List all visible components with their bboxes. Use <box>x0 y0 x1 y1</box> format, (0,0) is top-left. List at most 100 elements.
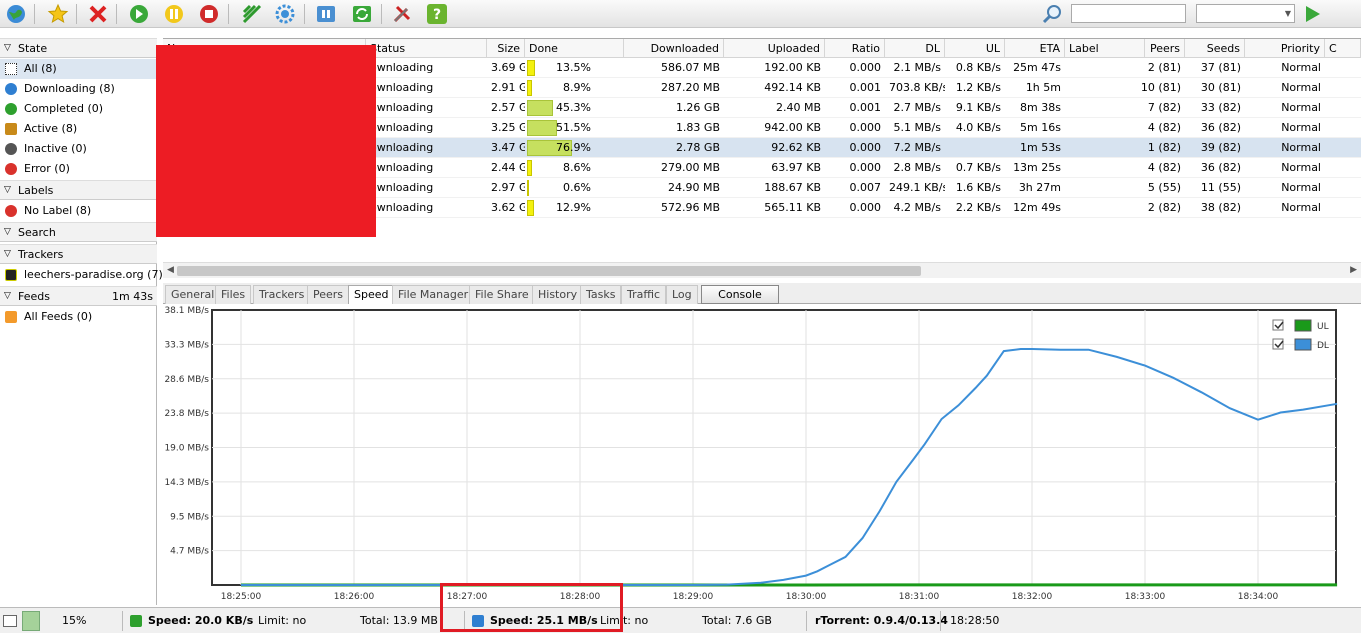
x-tick-label: 18:31:00 <box>899 592 940 602</box>
x-tick-label: 18:29:00 <box>673 592 714 602</box>
column-header-uploaded[interactable]: Uploaded <box>724 39 825 58</box>
column-header-size[interactable]: Size <box>487 39 525 58</box>
column-header-dl[interactable]: DL <box>885 39 945 58</box>
tab-peers[interactable]: Peers <box>307 285 349 304</box>
client-version: rTorrent: 0.9.4/0.13.4 <box>815 608 948 634</box>
search-engine-select[interactable]: ▼ <box>1196 4 1295 23</box>
legend-label-ul: UL <box>1317 322 1329 332</box>
sidebar-item-no-label[interactable]: No Label (8) <box>0 201 157 221</box>
collapse-triangle-icon: ▽ <box>4 181 11 200</box>
column-header-eta[interactable]: ETA <box>1005 39 1065 58</box>
cell-done: 51.5% <box>525 118 595 138</box>
remove-icon[interactable] <box>86 2 110 26</box>
cell-ratio: 0.000 <box>825 198 885 218</box>
search-input[interactable] <box>1071 4 1186 23</box>
console-button[interactable]: Console <box>701 285 779 304</box>
column-header-ratio[interactable]: Ratio <box>825 39 885 58</box>
column-header-seeds[interactable]: Seeds <box>1185 39 1245 58</box>
sidebar-item-downloading[interactable]: Downloading (8) <box>0 79 157 99</box>
column-header-c[interactable]: C <box>1325 39 1361 58</box>
cell-done: 76.9% <box>525 138 595 158</box>
sidebar-item-error[interactable]: Error (0) <box>0 159 157 179</box>
inactive-icon <box>5 143 17 155</box>
tab-trackers[interactable]: Trackers <box>253 285 310 304</box>
tab-tasks[interactable]: Tasks <box>580 285 621 304</box>
horizontal-scrollbar[interactable]: ◀ ▶ <box>163 262 1361 278</box>
highlight-box <box>440 583 623 632</box>
tab-traffic[interactable]: Traffic <box>621 285 666 304</box>
column-header-done[interactable]: Done <box>525 39 624 58</box>
queue-down-icon[interactable] <box>314 2 338 26</box>
tab-history[interactable]: History <box>532 285 583 304</box>
cell-label <box>1065 158 1125 178</box>
x-tick-label: 18:34:00 <box>1238 592 1279 602</box>
cell-done: 12.9% <box>525 198 595 218</box>
tab-general[interactable]: General <box>165 285 220 304</box>
cell-uploaded: 2.40 MB <box>724 98 825 118</box>
cell-status: ownloading <box>366 58 487 78</box>
sidebar-header-labels[interactable]: ▽Labels <box>0 180 157 200</box>
go-arrow-icon[interactable] <box>1300 2 1324 26</box>
pause-icon[interactable] <box>162 2 186 26</box>
sidebar-header-trackers[interactable]: ▽Trackers <box>0 244 157 264</box>
cell-seeds: 38 (82) <box>1185 198 1245 218</box>
cell-uploaded: 565.11 KB <box>724 198 825 218</box>
cell-peers: 5 (55) <box>1125 178 1185 198</box>
rss-icon[interactable] <box>240 2 264 26</box>
cell-seeds: 33 (82) <box>1185 98 1245 118</box>
cell-eta: 1m 53s <box>1005 138 1065 158</box>
queue-up-icon[interactable] <box>350 2 374 26</box>
tab-speed[interactable]: Speed <box>348 285 394 305</box>
sidebar-item-all-feeds[interactable]: All Feeds (0) <box>0 307 157 327</box>
cell-peers: 10 (81) <box>1125 78 1185 98</box>
cell-dl: 2.8 MB/s <box>885 158 945 178</box>
start-icon[interactable] <box>127 2 151 26</box>
cell-ratio: 0.000 <box>825 118 885 138</box>
stop-icon[interactable] <box>197 2 221 26</box>
cell-status: ownloading <box>366 138 487 158</box>
y-tick-label: 38.1 MB/s <box>164 306 209 316</box>
cell-downloaded: 1.83 GB <box>624 118 724 138</box>
cell-priority: Normal <box>1245 198 1325 218</box>
column-header-ul[interactable]: UL <box>945 39 1005 58</box>
cell-priority: Normal <box>1245 98 1325 118</box>
globe-icon[interactable] <box>4 2 28 26</box>
cell-ul: 9.1 KB/s <box>945 98 1005 118</box>
column-header-priority[interactable]: Priority <box>1245 39 1325 58</box>
cell-uploaded: 92.62 KB <box>724 138 825 158</box>
scroll-right-icon[interactable]: ▶ <box>1350 265 1357 275</box>
tab-files[interactable]: Files <box>215 285 251 304</box>
star-icon[interactable] <box>46 2 70 26</box>
sidebar-item-tracker[interactable]: leechers-paradise.org (7) <box>0 265 157 285</box>
tab-file-manager[interactable]: File Manager <box>392 285 474 304</box>
monitor-icon[interactable] <box>3 615 17 627</box>
settings-icon[interactable] <box>273 2 297 26</box>
scrollbar-thumb[interactable] <box>177 266 921 276</box>
cell-dl: 7.2 MB/s <box>885 138 945 158</box>
tab-file-share[interactable]: File Share <box>469 285 535 304</box>
upload-speed: Speed: 20.0 KB/s <box>148 608 253 634</box>
tools-icon[interactable] <box>390 2 414 26</box>
scroll-left-icon[interactable]: ◀ <box>167 265 174 275</box>
sidebar-header-search[interactable]: ▽Search <box>0 222 157 242</box>
cell-downloaded: 287.20 MB <box>624 78 724 98</box>
sidebar-item-inactive[interactable]: Inactive (0) <box>0 139 157 159</box>
column-header-downloaded[interactable]: Downloaded <box>624 39 724 58</box>
tab-log[interactable]: Log <box>666 285 698 304</box>
help-icon[interactable]: ? <box>425 2 449 26</box>
magnifier-icon[interactable] <box>1040 2 1064 26</box>
cell-ul: 2.2 KB/s <box>945 198 1005 218</box>
sidebar-item-completed[interactable]: Completed (0) <box>0 99 157 119</box>
cell-dl: 249.1 KB/s <box>885 178 945 198</box>
sidebar-header-state[interactable]: ▽State <box>0 38 157 58</box>
sidebar-item-all[interactable]: All (8) <box>0 59 157 79</box>
cell-label <box>1065 118 1125 138</box>
upload-limit[interactable]: Limit: no <box>258 608 306 634</box>
cell-downloaded: 2.78 GB <box>624 138 724 158</box>
sidebar-item-active[interactable]: Active (8) <box>0 119 157 139</box>
cell-ul: 1.2 KB/s <box>945 78 1005 98</box>
column-header-status[interactable]: Status <box>366 39 487 58</box>
column-header-peers[interactable]: Peers <box>1125 39 1185 58</box>
